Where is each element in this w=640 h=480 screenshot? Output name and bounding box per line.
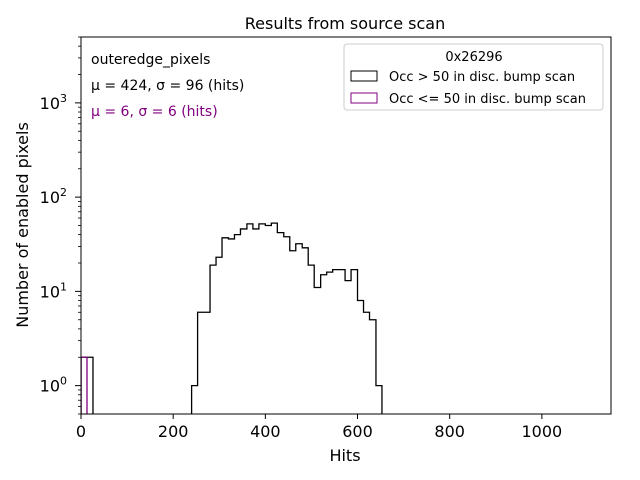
legend-entry-occ-le-50: Occ <= 50 in disc. bump scan [389, 92, 586, 107]
annotation-stats-black: μ = 424, σ = 96 (hits) [91, 78, 244, 94]
x-tick-label: 200 [158, 422, 189, 441]
chart-title: Results from source scan [245, 14, 445, 33]
x-tick-label: 0 [76, 422, 86, 441]
y-tick-label: 101 [40, 280, 67, 301]
legend-swatch-black [350, 70, 378, 82]
y-tick-label: 102 [40, 186, 67, 207]
x-axis: 0 200 400 600 800 1000 [76, 414, 562, 441]
legend-entry-occ-gt-50: Occ > 50 in disc. bump scan [389, 70, 575, 85]
x-tick-label: 800 [434, 422, 465, 441]
y-axis: 100 101 102 103 [40, 36, 81, 415]
series-layer [81, 222, 383, 414]
y-axis-label: Number of enabled pixels [13, 122, 32, 328]
x-axis-label: Hits [329, 446, 360, 465]
x-tick-label: 1000 [522, 422, 563, 441]
legend: 0x26296 Occ > 50 in disc. bump scan Occ … [343, 43, 604, 111]
y-tick-label: 103 [40, 92, 67, 113]
annotation-stats-purple: μ = 6, σ = 6 (hits) [91, 104, 218, 120]
stats-annotations: outeredge_pixels μ = 424, σ = 96 (hits) … [91, 52, 244, 120]
x-tick-label: 600 [342, 422, 373, 441]
histogram-series-1 [81, 356, 88, 414]
legend-box [343, 43, 604, 111]
x-tick-label: 400 [250, 422, 281, 441]
legend-title: 0x26296 [445, 50, 502, 65]
annotation-dataset-name: outeredge_pixels [91, 52, 210, 68]
legend-swatch-purple [350, 92, 378, 104]
y-tick-label: 100 [40, 375, 67, 396]
histogram-series-0 [81, 222, 383, 414]
